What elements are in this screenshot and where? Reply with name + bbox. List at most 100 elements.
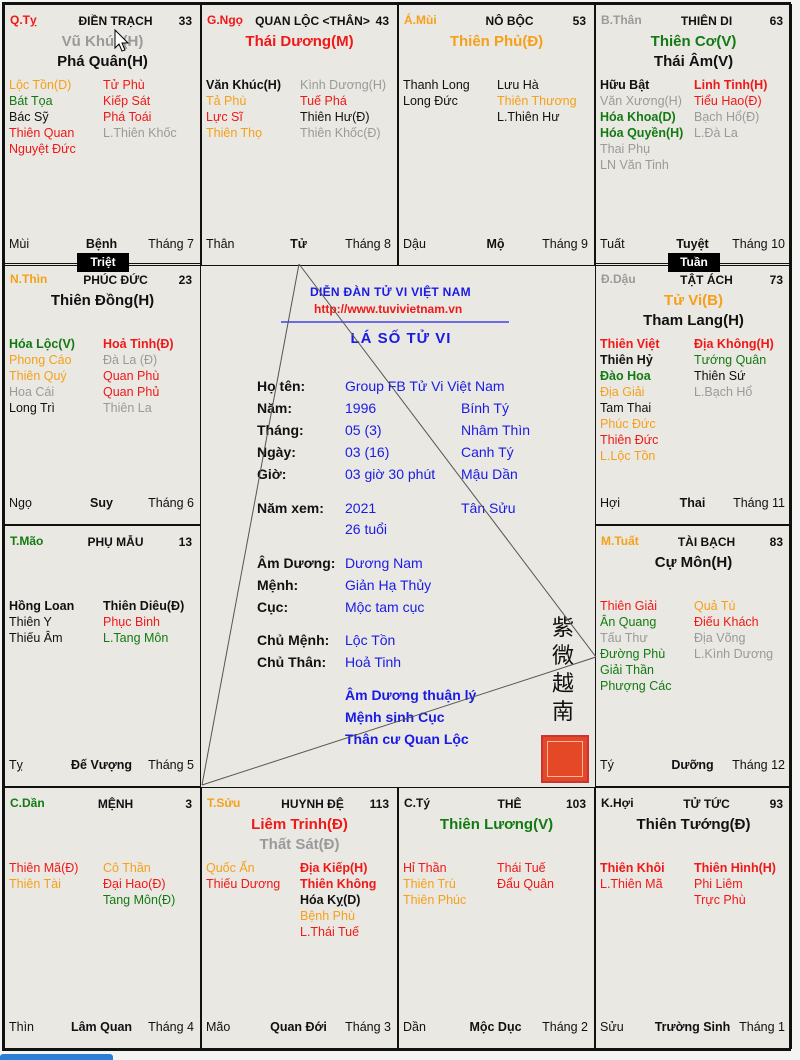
minor-star: Địa Võng bbox=[694, 631, 746, 645]
life-stage: Thai bbox=[679, 496, 706, 510]
palace-cell[interactable]: M.Tuất TÀI BẠCH 83 Cự Môn(H) Thiên Giải Ân Qu… bbox=[595, 525, 792, 787]
palace-header: C.Tý THÊ 103 bbox=[399, 796, 594, 812]
age-number: 53 bbox=[572, 14, 586, 28]
branch-label: Dậu bbox=[403, 237, 426, 251]
palace-footer: Sửu Trường Sinh Tháng 1 bbox=[600, 1020, 785, 1036]
can-chi-label: K.Hợi bbox=[601, 796, 634, 810]
month-label: Tháng 4 bbox=[148, 1020, 194, 1034]
info-label: Năm xem: bbox=[257, 500, 324, 516]
palace-cell[interactable]: C.Tý THÊ 103 Thiên Lương(V) Hỉ Thần Thiên Trù… bbox=[398, 787, 595, 1049]
palace-cell[interactable]: K.Hợi TỬ TỨC 93 Thiên Tướng(Đ) Thiên Khôi L.T… bbox=[595, 787, 792, 1049]
minor-star: Phi Liêm bbox=[694, 877, 743, 891]
palace-name: MỆNH bbox=[97, 797, 134, 811]
minor-star: Thiên Sứ bbox=[694, 369, 746, 383]
minor-star: L.Kình Dương bbox=[694, 647, 774, 661]
age-number: 103 bbox=[565, 797, 586, 811]
major-star: Tham Lang(H) bbox=[643, 312, 744, 329]
major-star: Phá Quân(H) bbox=[57, 53, 148, 70]
palace-footer: Mão Quan Đới Tháng 3 bbox=[206, 1020, 391, 1036]
minor-star: Quả Tú bbox=[694, 599, 736, 613]
life-stage: Tuyệt bbox=[676, 237, 709, 251]
palace-cell[interactable]: G.Ngọ QUAN LỘC <THÂN> 43 Thái Dương(M) Văn K… bbox=[201, 4, 398, 266]
taskbar-button[interactable] bbox=[0, 1054, 113, 1060]
minor-star: Kình Dương(H) bbox=[300, 78, 387, 92]
minor-stars-left: Hỉ Thần Thiên Trù Thiên Phúc bbox=[403, 860, 466, 908]
age-number: 83 bbox=[769, 535, 783, 549]
title-divider bbox=[281, 321, 509, 323]
age-number: 23 bbox=[178, 273, 192, 287]
forum-url-link[interactable]: http://www.tuvivietnam.vn bbox=[314, 302, 463, 316]
minor-star: Hỉ Thần bbox=[403, 861, 447, 875]
major-stars: Thiên Tướng(Đ) bbox=[596, 815, 791, 835]
life-stage: Mộc Dục bbox=[469, 1020, 522, 1034]
palace-header: N.Thìn PHÚC ĐỨC 23 bbox=[5, 272, 200, 288]
chart-title: LÁ SỐ TỬ VI bbox=[350, 330, 452, 347]
minor-star: L.Thiên Hư bbox=[497, 110, 560, 124]
minor-star: Thiên Hỷ bbox=[600, 353, 653, 367]
minor-star: Lộc Tồn(D) bbox=[9, 78, 72, 92]
can-chi-label: C.Dần bbox=[10, 796, 45, 810]
minor-star: Phúc Đức bbox=[600, 417, 656, 431]
minor-star: Quan Phủ bbox=[103, 385, 160, 399]
minor-star: Đà La (Đ) bbox=[103, 353, 158, 367]
palace-cell[interactable]: Á.Mùi NÔ BỘC 53 Thiên Phủ(Đ) Thanh Long Long … bbox=[398, 4, 595, 266]
minor-star: L.Lộc Tồn bbox=[600, 449, 656, 463]
info-value: Lộc Tồn bbox=[345, 632, 396, 648]
life-stage: Mộ bbox=[486, 237, 505, 251]
minor-star: Thiên Việt bbox=[600, 337, 660, 351]
can-chi-label: Á.Mùi bbox=[404, 13, 437, 27]
month-label: Tháng 6 bbox=[148, 496, 194, 510]
info-note: Mệnh sinh Cục bbox=[345, 709, 445, 725]
palace-cell[interactable]: B.Thân THIÊN DI 63 Thiên Cơ(V) Thái Âm(V) Hữu… bbox=[595, 4, 792, 266]
month-label: Tháng 11 bbox=[733, 496, 785, 510]
age-number: 93 bbox=[769, 797, 783, 811]
minor-star: Bác Sỹ bbox=[9, 110, 49, 124]
palace-cell[interactable]: T.Sửu HUYNH ĐỆ 113 Liêm Trinh(Đ) Thất Sát(Đ)… bbox=[201, 787, 398, 1049]
palace-name: TÀI BẠCH bbox=[677, 535, 736, 549]
month-label: Tháng 2 bbox=[542, 1020, 588, 1034]
palace-header: K.Hợi TỬ TỨC 93 bbox=[596, 796, 791, 812]
minor-star: Ân Quang bbox=[600, 615, 657, 629]
palace-footer: Thân Tử Tháng 8 bbox=[206, 237, 391, 253]
minor-star: Địa Kiếp(H) bbox=[300, 861, 368, 875]
info-note: Âm Dương thuận lý bbox=[345, 687, 477, 703]
info-value: Mộc tam cục bbox=[345, 599, 425, 615]
can-chi-label: T.Mão bbox=[10, 534, 44, 548]
minor-star: Tử Phù bbox=[103, 78, 145, 92]
minor-star: Thiếu Âm bbox=[9, 631, 63, 645]
minor-star: Thiên Quý bbox=[9, 369, 67, 383]
palace-cell[interactable]: C.Dần MỆNH 3 Thiên Mã(Đ) Thiên Tài Cô Thần Đại… bbox=[4, 787, 201, 1049]
age-number: 33 bbox=[178, 14, 192, 28]
life-stage: Tử bbox=[290, 237, 307, 251]
minor-star: Hoa Cái bbox=[9, 385, 55, 399]
branch-label: Hợi bbox=[600, 496, 621, 510]
branch-label: Sửu bbox=[600, 1020, 624, 1034]
palace-cell[interactable]: T.Mão PHỤ MẪU 13 Hồng Loan Thiên Y Thiếu Âm Th… bbox=[4, 525, 201, 787]
palace-cell[interactable]: N.Thìn PHÚC ĐỨC 23 Thiên Đồng(H) Hóa Lộc(V) P… bbox=[4, 263, 201, 525]
month-label: Tháng 12 bbox=[732, 758, 785, 772]
minor-star: Quan Phù bbox=[103, 369, 160, 383]
minor-stars-left: Hồng Loan Thiên Y Thiếu Âm bbox=[9, 598, 74, 646]
info-label: Chủ Mệnh: bbox=[257, 632, 330, 648]
calligraphy-text: 紫微越南 bbox=[551, 616, 574, 725]
minor-star: Trực Phù bbox=[694, 893, 746, 907]
branch-label: Thân bbox=[206, 237, 235, 251]
minor-star: Tuế Phá bbox=[300, 94, 347, 108]
palace-cell[interactable]: Đ.Dậu TẬT ÁCH 73 Tử Vi(B) Tham Lang(H) Thiên … bbox=[595, 263, 792, 525]
can-chi-label: Đ.Dậu bbox=[601, 272, 636, 286]
minor-stars-right: Cô Thần Đại Hao(Đ) Tang Môn(Đ) bbox=[103, 860, 175, 908]
age-number: 113 bbox=[369, 797, 389, 811]
minor-stars-left: Lộc Tồn(D) Bát Tọa Bác Sỹ Thiên Quan Nguyệt … bbox=[9, 77, 76, 157]
minor-stars-right: Hoả Tinh(Đ) Đà La (Đ) Quan Phù Quan Phủ Thiê… bbox=[103, 336, 174, 416]
major-stars: Thiên Phủ(Đ) bbox=[399, 32, 594, 52]
palace-cell[interactable]: Q.Tỵ ĐIỀN TRẠCH 33 Vũ Khúc(H) Phá Quân(H) Lộc… bbox=[4, 4, 201, 266]
major-stars: Thiên Lương(V) bbox=[399, 815, 594, 835]
major-stars: Liêm Trinh(Đ) Thất Sát(Đ) bbox=[202, 815, 397, 855]
palace-footer: Mùi Bệnh Tháng 7 bbox=[9, 237, 194, 253]
can-chi-label: Q.Tỵ bbox=[10, 13, 37, 27]
minor-star: Thiên Giải bbox=[600, 599, 657, 613]
can-chi-label: N.Thìn bbox=[10, 272, 48, 286]
minor-star: Linh Tinh(H) bbox=[694, 78, 768, 92]
red-seal-stamp bbox=[541, 735, 589, 783]
branch-label: Ngọ bbox=[9, 496, 32, 510]
